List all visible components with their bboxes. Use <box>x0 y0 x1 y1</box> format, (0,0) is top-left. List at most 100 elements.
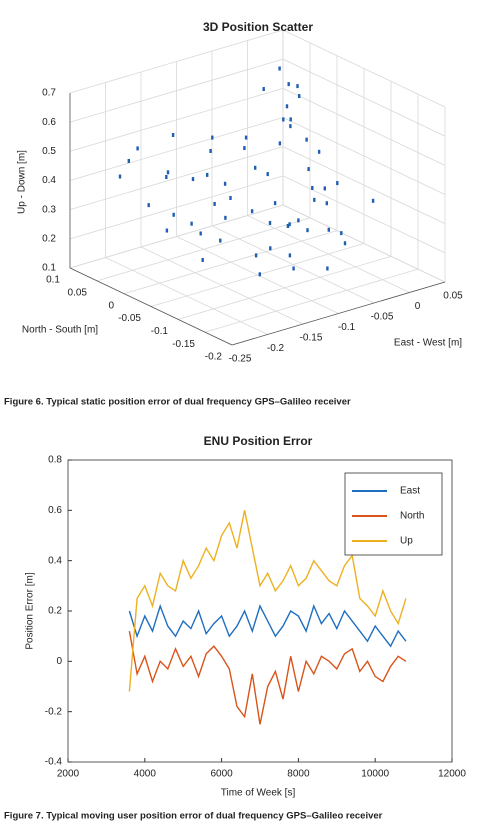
point <box>166 170 170 175</box>
point <box>296 84 299 89</box>
point <box>289 117 292 122</box>
point <box>273 201 277 206</box>
point <box>278 141 282 146</box>
series-line <box>128 603 407 648</box>
x-tick-label: 4000 <box>134 769 157 780</box>
point <box>285 104 289 109</box>
point <box>136 146 139 151</box>
point <box>199 231 202 236</box>
z-tick-label: 0.2 <box>42 233 56 244</box>
point <box>317 149 321 154</box>
z-tick-label: 0.5 <box>42 146 56 157</box>
legend-box <box>344 472 443 556</box>
x-tick-label: 2000 <box>57 769 80 780</box>
point <box>311 185 314 190</box>
point <box>282 117 285 122</box>
y-tick-label: 0.1 <box>46 275 60 286</box>
point <box>297 218 300 223</box>
y-tick-label: 0 <box>108 300 114 311</box>
point <box>269 246 272 251</box>
point <box>171 133 175 137</box>
grid-line <box>282 58 446 137</box>
y-tick-label: -0.4 <box>45 757 63 768</box>
point <box>288 253 292 258</box>
point <box>254 253 258 258</box>
z-tick-label: 0.3 <box>42 204 56 215</box>
grid-line <box>69 117 284 181</box>
point <box>323 186 326 191</box>
grid-line <box>69 175 284 240</box>
point <box>289 124 292 129</box>
x-tick-label: 10000 <box>361 769 389 780</box>
z-tick-label: 0.4 <box>42 175 56 186</box>
grid-line <box>177 255 392 320</box>
point <box>243 146 246 151</box>
point <box>147 203 150 208</box>
point <box>306 228 309 233</box>
z-axis-label: Up - Down [m] <box>17 150 28 214</box>
x-tick-label: 0 <box>415 301 421 312</box>
point <box>127 159 130 164</box>
grid-line <box>282 146 446 225</box>
point <box>223 181 227 186</box>
point <box>191 177 195 182</box>
point <box>292 266 295 271</box>
point <box>201 257 204 262</box>
legend-label: East <box>400 486 420 497</box>
point <box>206 172 209 177</box>
grid-line <box>69 58 284 123</box>
x-tick-label: 0.05 <box>443 291 463 302</box>
point <box>229 196 232 200</box>
point <box>326 266 329 271</box>
y-tick-label: -0.2 <box>45 706 63 717</box>
point <box>268 220 272 225</box>
point <box>305 137 308 142</box>
point <box>307 167 310 172</box>
x-tick-label: -0.1 <box>338 322 356 333</box>
point <box>262 87 265 92</box>
x-tick-label: -0.15 <box>300 333 323 344</box>
y-tick-label: -0.05 <box>118 313 141 324</box>
point <box>325 201 328 206</box>
axis-line <box>69 267 233 346</box>
point <box>266 172 269 177</box>
point <box>254 165 257 170</box>
grid-line <box>123 230 338 295</box>
y-tick-label: -0.15 <box>172 339 195 350</box>
point <box>165 175 168 179</box>
point <box>209 148 212 153</box>
y-tick-label: 0 <box>56 656 62 667</box>
x-tick-label: -0.2 <box>267 343 285 354</box>
grid-line <box>282 29 446 108</box>
series-line <box>128 630 407 725</box>
x-tick-label: -0.05 <box>371 312 394 323</box>
point <box>224 215 227 220</box>
point <box>327 227 330 232</box>
y-tick-label: 0.2 <box>48 606 62 617</box>
x-tick-label: 12000 <box>438 769 466 780</box>
axis-line <box>231 281 446 346</box>
grid-line <box>282 117 446 195</box>
point <box>211 135 214 140</box>
point <box>286 224 290 228</box>
point <box>244 135 248 140</box>
y-tick-label: 0.6 <box>48 505 62 516</box>
point <box>336 181 339 186</box>
y-tick-label: 0.4 <box>48 555 62 566</box>
x-tick-label: 8000 <box>287 769 310 780</box>
point <box>165 228 169 233</box>
y-tick-label: 0.8 <box>48 455 62 466</box>
point <box>313 197 316 202</box>
point <box>288 222 291 227</box>
grid-line <box>69 146 284 211</box>
grid-line <box>150 243 365 307</box>
series-line <box>128 510 407 692</box>
x-axis-label: East - West [m] <box>394 338 462 349</box>
legend-label: North <box>400 511 424 522</box>
point <box>190 221 193 226</box>
y-tick-label: 0.05 <box>68 287 88 298</box>
x-axis-label: Time of Week [s] <box>221 788 296 799</box>
point <box>278 66 281 71</box>
z-tick-label: 0.6 <box>42 117 56 128</box>
chart-title: ENU Position Error <box>204 434 313 448</box>
